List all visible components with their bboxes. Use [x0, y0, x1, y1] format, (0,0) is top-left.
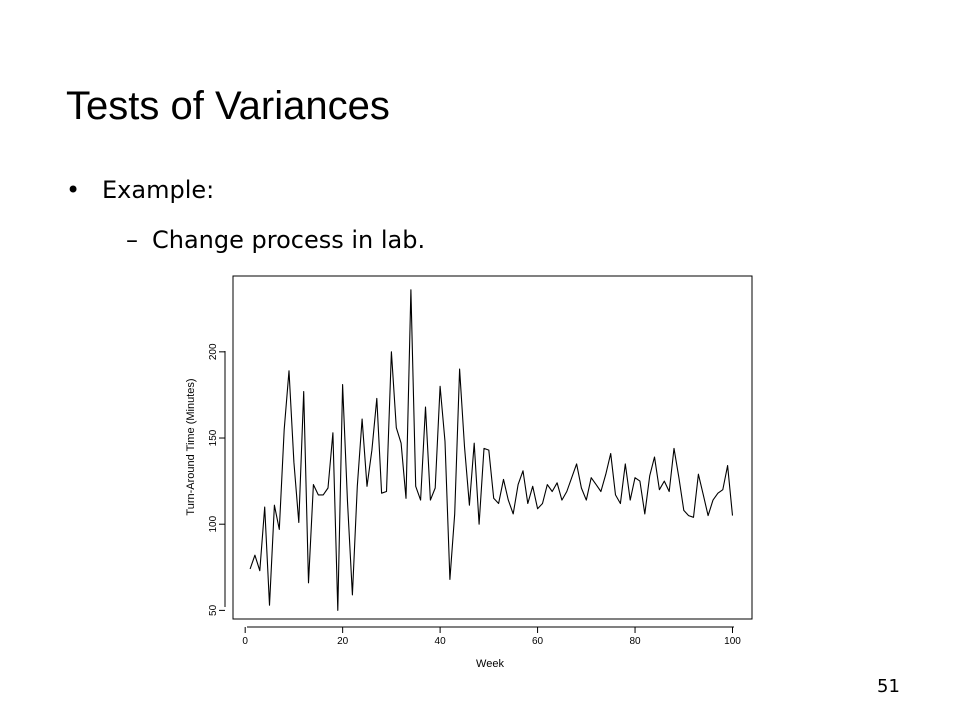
y-axis-title: Turn-Around Time (Minutes) [185, 378, 197, 515]
x-axis-title: Week [476, 658, 504, 670]
x-tick-label: 60 [532, 636, 544, 647]
sub-bullet-marker: – [126, 226, 138, 254]
bullet-example-text: Example: [102, 176, 215, 204]
y-tick-label: 50 [208, 604, 219, 616]
sub-bullet: – Change process in lab. [126, 226, 425, 254]
x-tick-label: 100 [724, 636, 741, 647]
y-tick-label: 200 [208, 343, 219, 360]
sub-bullet-text: Change process in lab. [152, 226, 426, 254]
slide-title: Tests of Variances [66, 84, 390, 128]
x-tick-label: 40 [435, 636, 447, 647]
y-tick-label: 150 [208, 429, 219, 446]
x-tick-label: 80 [629, 636, 641, 647]
bullet-marker: • [66, 176, 81, 204]
x-tick-label: 20 [337, 636, 349, 647]
x-tick-label: 0 [242, 636, 248, 647]
y-axis-ticks: 50 100 150 200 [208, 343, 225, 616]
x-axis-ticks: 0 20 40 60 80 100 [242, 627, 741, 647]
page-number: 51 [877, 676, 900, 697]
plot-frame [232, 275, 753, 620]
y-tick-label: 100 [208, 515, 219, 532]
series-line [249, 289, 734, 611]
bullet-example: • Example: [66, 176, 214, 204]
